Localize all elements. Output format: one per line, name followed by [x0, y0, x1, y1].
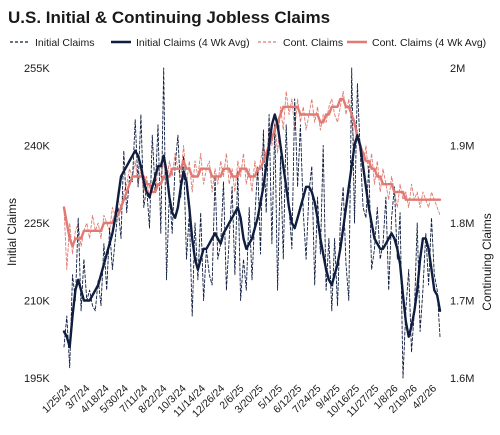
left-tick-label: 195K [24, 373, 50, 385]
legend-label-initial-avg: Initial Claims (4 Wk Avg) [136, 37, 250, 49]
x-axis-ticks: 1/25/243/7/244/18/245/30/247/11/248/22/2… [40, 383, 439, 421]
series-line-initial-claims [63, 67, 441, 379]
series-lines [62, 67, 442, 379]
series-line-initial-claims-avg [62, 113, 442, 349]
legend-label-cont-avg: Cont. Claims (4 Wk Avg) [372, 37, 486, 49]
chart-title: U.S. Initial & Continuing Jobless Claims [8, 8, 330, 27]
legend-label-cont: Cont. Claims [283, 37, 343, 49]
right-tick-label: 1.9M [450, 141, 474, 153]
right-tick-label: 1.7M [450, 296, 474, 308]
left-tick-label: 210K [24, 296, 50, 308]
left-axis-ticks: 195K 210K 225K 240K 255K [24, 63, 50, 385]
left-tick-label: 240K [24, 141, 50, 153]
right-axis-ticks: 1.6M 1.7M 1.8M 1.9M 2M [450, 63, 474, 385]
series-line-cont-claims-avg [62, 97, 442, 248]
right-tick-label: 1.8M [450, 218, 474, 230]
left-axis-title: Initial Claims [5, 198, 19, 266]
right-tick-label: 1.6M [450, 373, 474, 385]
series-line-cont-claims [63, 90, 441, 270]
right-tick-label: 2M [450, 63, 465, 75]
left-tick-label: 255K [24, 63, 50, 75]
right-axis-title: Continuing Claims [480, 213, 494, 310]
legend-label-initial: Initial Claims [35, 37, 95, 49]
legend: Initial Claims Initial Claims (4 Wk Avg)… [10, 37, 486, 49]
left-tick-label: 225K [24, 218, 50, 230]
